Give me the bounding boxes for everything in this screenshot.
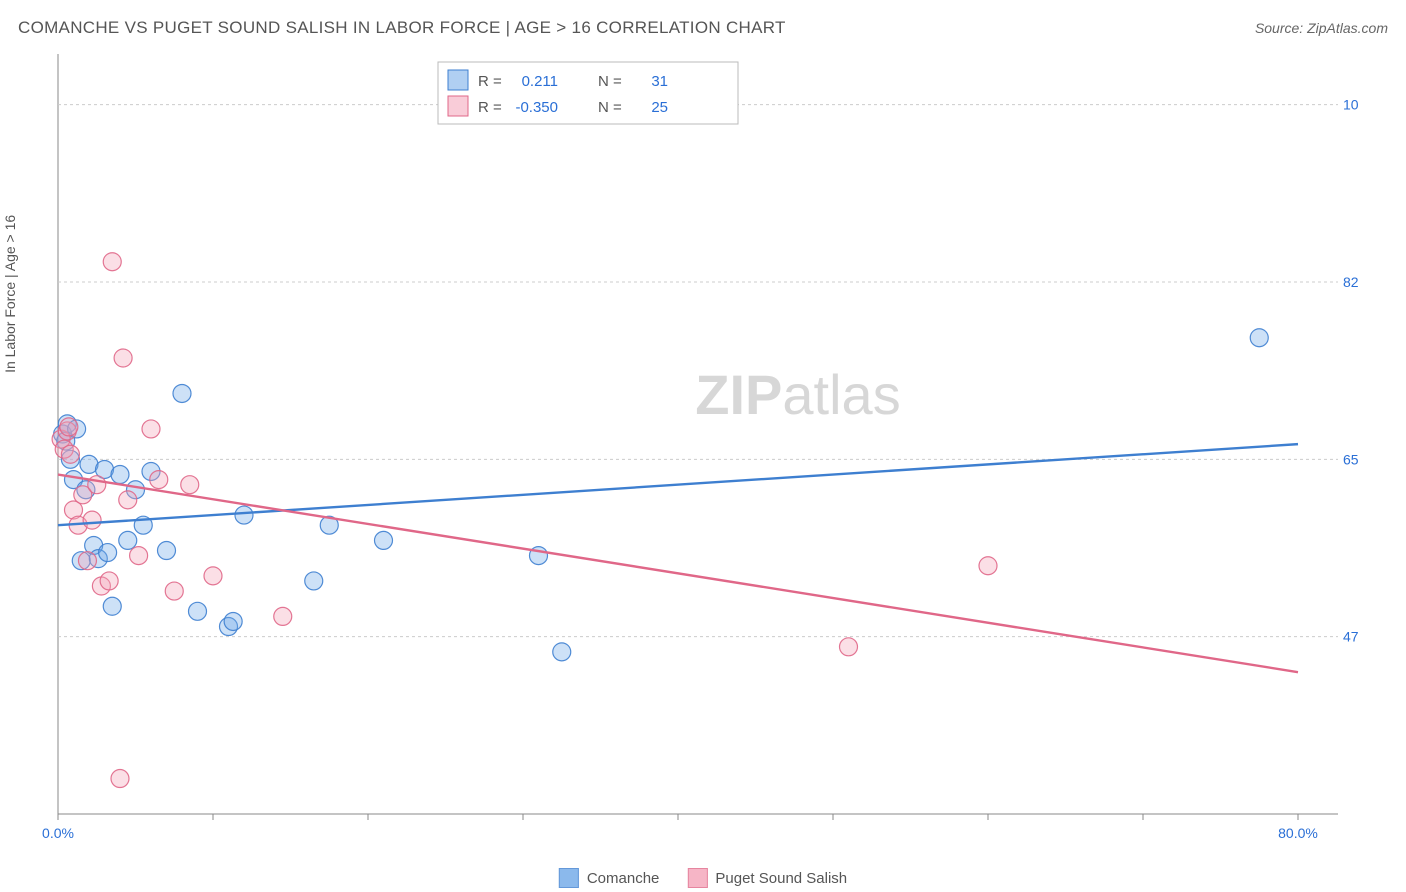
svg-text:N =: N =	[598, 73, 622, 90]
svg-text:0.211: 0.211	[522, 73, 558, 90]
svg-text:100.0%: 100.0%	[1343, 97, 1358, 113]
chart-header: COMANCHE VS PUGET SOUND SALISH IN LABOR …	[0, 0, 1406, 44]
svg-text:-0.350: -0.350	[515, 99, 558, 116]
correlation-scatter-chart: 47.5% 65.0% 82.5% 100.0% 0.0% 80.0% ZIPatlas R …	[18, 44, 1358, 844]
legend-item-puget-sound-salish: Puget Sound Salish	[687, 868, 847, 888]
svg-text:47.5%: 47.5%	[1343, 629, 1358, 645]
legend-item-comanche: Comanche	[559, 868, 660, 888]
svg-text:N =: N =	[598, 99, 622, 116]
legend-label: Comanche	[587, 870, 660, 887]
svg-text:31: 31	[651, 73, 668, 90]
chart-title: COMANCHE VS PUGET SOUND SALISH IN LABOR …	[18, 18, 786, 38]
y-axis-label: In Labor Force | Age > 16	[2, 215, 18, 373]
svg-text:0.0%: 0.0%	[42, 825, 74, 841]
svg-text:80.0%: 80.0%	[1278, 825, 1318, 841]
legend-swatch-icon	[687, 868, 707, 888]
bottom-legend: Comanche Puget Sound Salish	[559, 868, 847, 888]
svg-text:R =: R =	[478, 99, 502, 116]
legend-label: Puget Sound Salish	[715, 870, 847, 887]
svg-text:65.0%: 65.0%	[1343, 451, 1358, 467]
svg-text:ZIPatlas: ZIPatlas	[695, 363, 900, 426]
svg-text:25: 25	[651, 99, 668, 116]
chart-container: In Labor Force | Age > 16 47.5%65.0%82.5…	[18, 44, 1388, 844]
legend-swatch-icon	[559, 868, 579, 888]
svg-text:R =: R =	[478, 73, 502, 90]
source-attribution: Source: ZipAtlas.com	[1255, 20, 1388, 36]
svg-text:82.5%: 82.5%	[1343, 274, 1358, 290]
